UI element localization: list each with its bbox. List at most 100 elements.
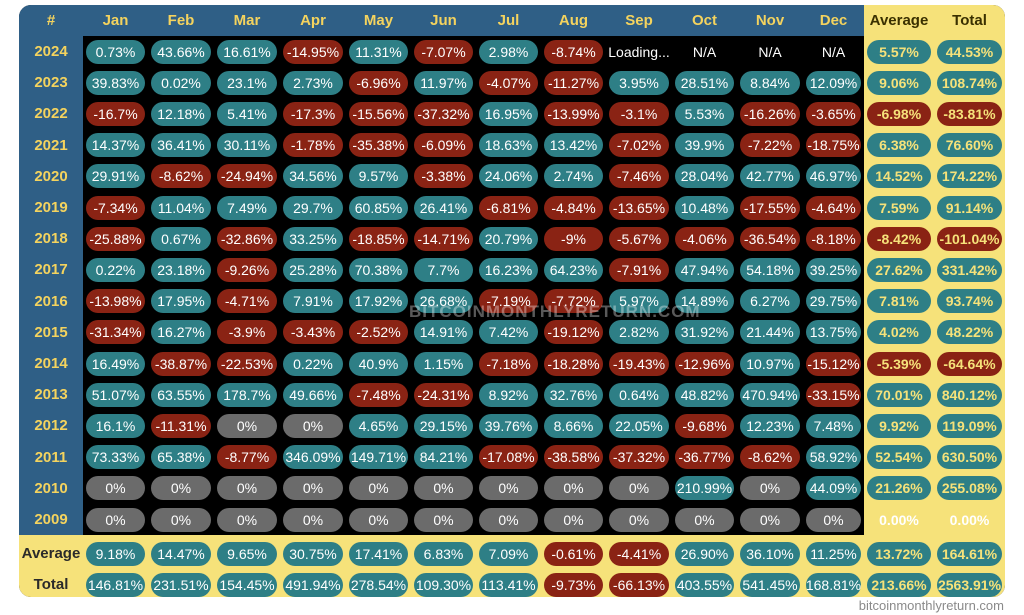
data-cell: N/A bbox=[758, 43, 782, 60]
data-cell: 278.54% bbox=[349, 572, 408, 597]
column-header: Jun bbox=[430, 12, 457, 29]
data-cell: 0% bbox=[283, 476, 343, 501]
row-label: 2015 bbox=[34, 323, 68, 341]
data-cell: 210.99% bbox=[675, 476, 734, 501]
data-cell: N/A bbox=[692, 43, 717, 60]
data-cell: 0% bbox=[349, 507, 408, 532]
data-cell: -83.81% bbox=[937, 102, 1002, 126]
data-cell: -35.38% bbox=[349, 133, 408, 158]
data-cell: 8.92% bbox=[479, 382, 538, 407]
data-cell: 0% bbox=[349, 476, 408, 501]
data-cell: -5.39% bbox=[867, 351, 931, 376]
data-cell: -15.12% bbox=[806, 351, 861, 376]
data-cell: 70.01% bbox=[867, 382, 931, 407]
data-cell: -4.84% bbox=[544, 195, 603, 220]
column-header: Total bbox=[952, 12, 987, 29]
data-cell: -6.98% bbox=[867, 102, 931, 126]
data-cell: 403.55% bbox=[675, 572, 734, 597]
data-cell: 13.72% bbox=[867, 541, 931, 566]
data-cell: 7.7% bbox=[414, 258, 473, 282]
data-cell: 42.77% bbox=[740, 164, 800, 189]
data-cell: 5.53% bbox=[675, 102, 734, 126]
data-cell: 0% bbox=[544, 476, 603, 501]
row-label: Total bbox=[33, 576, 69, 594]
data-cell: 11.25% bbox=[806, 541, 861, 566]
data-cell: 9.65% bbox=[217, 541, 277, 566]
data-cell: -33.15% bbox=[806, 382, 861, 407]
data-cell: 0% bbox=[609, 476, 669, 501]
data-cell: 14.37% bbox=[86, 133, 145, 158]
data-cell: -3.9% bbox=[217, 320, 277, 345]
data-cell: 0% bbox=[283, 414, 343, 438]
data-cell: 63.55% bbox=[151, 382, 211, 407]
data-cell: 60.85% bbox=[349, 195, 408, 220]
data-cell: 11.04% bbox=[151, 195, 211, 220]
data-cell: -4.06% bbox=[675, 226, 734, 251]
data-cell: 84.21% bbox=[414, 445, 473, 470]
column-header: May bbox=[363, 12, 394, 29]
data-cell: 0% bbox=[675, 507, 734, 532]
data-cell: 0% bbox=[217, 476, 277, 501]
data-cell: -9.73% bbox=[544, 572, 603, 597]
data-cell: -18.75% bbox=[806, 133, 861, 158]
data-cell: 29.75% bbox=[806, 289, 861, 314]
returns-table: # Jan Feb Mar Apr May Jun Jul Aug Sep Oct Nov Dec Ave… bbox=[19, 5, 1005, 597]
column-header: Average bbox=[869, 12, 929, 29]
column-header: Aug bbox=[558, 12, 589, 29]
data-cell: 2.74% bbox=[544, 164, 603, 189]
data-cell: -8.42% bbox=[867, 226, 931, 251]
data-cell: -15.56% bbox=[349, 102, 408, 126]
data-cell: 7.48% bbox=[806, 414, 861, 438]
data-cell: -64.64% bbox=[937, 351, 1002, 376]
data-cell: -11.31% bbox=[151, 414, 211, 438]
data-cell: 21.44% bbox=[740, 320, 800, 345]
data-cell: 0% bbox=[740, 476, 800, 501]
data-cell: 46.97% bbox=[806, 164, 861, 189]
data-cell: 39.76% bbox=[479, 414, 538, 438]
data-cell: -19.43% bbox=[609, 351, 669, 376]
data-cell: 16.95% bbox=[479, 102, 538, 126]
data-cell: 2563.91% bbox=[937, 572, 1002, 597]
data-cell: -0.61% bbox=[544, 541, 603, 566]
data-cell: -101.04% bbox=[937, 226, 1002, 251]
data-cell: 27.62% bbox=[867, 258, 931, 282]
data-cell: -4.64% bbox=[806, 195, 861, 220]
data-cell: 11.97% bbox=[414, 70, 473, 95]
data-cell: 36.10% bbox=[740, 541, 800, 566]
data-cell: 0% bbox=[217, 414, 277, 438]
data-cell: 25.28% bbox=[283, 258, 343, 282]
data-cell: 23.1% bbox=[217, 70, 277, 95]
data-cell: 8.84% bbox=[740, 70, 800, 95]
data-cell: 39.25% bbox=[806, 258, 861, 282]
data-cell: 0% bbox=[479, 476, 538, 501]
data-cell: -7.07% bbox=[414, 39, 473, 64]
data-cell: -6.09% bbox=[414, 133, 473, 158]
data-cell: 23.18% bbox=[151, 258, 211, 282]
data-cell: -38.87% bbox=[151, 351, 211, 376]
data-cell: 36.41% bbox=[151, 133, 211, 158]
data-cell: -11.27% bbox=[544, 70, 603, 95]
data-cell: 34.56% bbox=[283, 164, 343, 189]
data-cell: 630.50% bbox=[937, 445, 1002, 470]
data-cell: -37.32% bbox=[609, 445, 669, 470]
row-label: 2019 bbox=[34, 199, 68, 217]
data-cell: 0% bbox=[217, 507, 277, 532]
data-cell: -8.18% bbox=[806, 226, 861, 251]
data-cell: -24.94% bbox=[217, 164, 277, 189]
data-cell: 14.91% bbox=[414, 320, 473, 345]
data-cell: -4.71% bbox=[217, 289, 277, 314]
data-cell: 16.23% bbox=[479, 258, 538, 282]
data-cell: 26.68% bbox=[414, 289, 473, 314]
data-cell: 149.71% bbox=[349, 445, 408, 470]
data-cell: -38.58% bbox=[544, 445, 603, 470]
data-cell: -12.96% bbox=[675, 351, 734, 376]
row-label: Average bbox=[21, 545, 81, 563]
data-cell: 30.11% bbox=[217, 133, 277, 158]
data-cell: -14.95% bbox=[283, 39, 343, 64]
data-cell: 93.74% bbox=[937, 289, 1002, 314]
data-cell: 154.45% bbox=[217, 572, 277, 597]
data-cell: 9.57% bbox=[349, 164, 408, 189]
data-cell: 109.30% bbox=[414, 572, 473, 597]
data-cell: 8.66% bbox=[544, 414, 603, 438]
data-cell: -3.38% bbox=[414, 164, 473, 189]
